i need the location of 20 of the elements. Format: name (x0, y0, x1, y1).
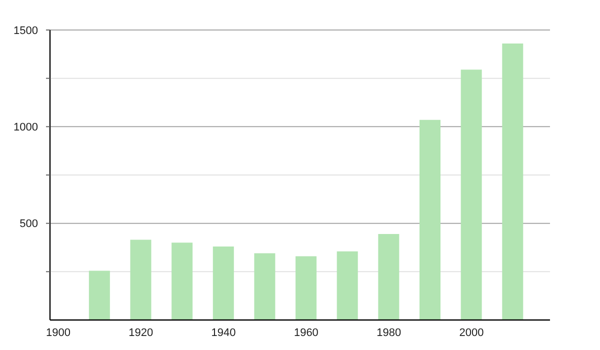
y-tick-label: 500 (20, 218, 38, 230)
x-tick-label: 1960 (294, 326, 318, 339)
y-tick-label: 1500 (14, 24, 38, 37)
bar (130, 240, 152, 320)
x-tick-label: 1980 (376, 326, 402, 339)
bar (336, 251, 358, 320)
x-tick-label: 2000 (459, 326, 484, 339)
y-tick-label: 1000 (14, 122, 38, 134)
bar (172, 242, 193, 320)
x-tick-label: 1940 (211, 326, 236, 339)
bar (254, 253, 276, 320)
bar (296, 256, 317, 320)
bar (88, 270, 110, 320)
x-tick-label: 1900 (46, 326, 71, 339)
x-tick-label: 1920 (128, 326, 154, 339)
bar (378, 234, 400, 320)
bar (212, 246, 234, 320)
bar (460, 70, 482, 320)
bar (502, 44, 524, 320)
bar (420, 120, 441, 320)
